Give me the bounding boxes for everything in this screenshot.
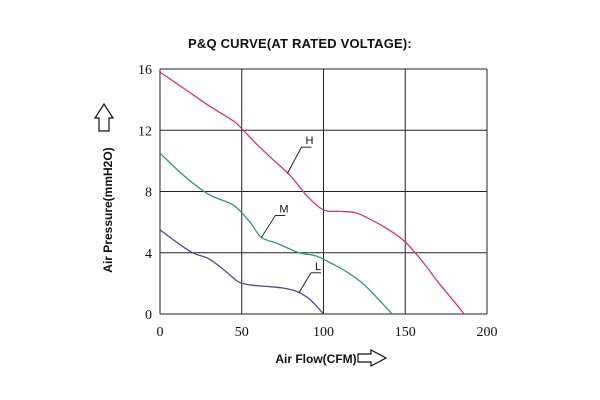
series-line-h [159,71,465,315]
x-tick-label-50: 50 [235,325,249,340]
x-tick-label-100: 100 [313,325,334,340]
x-tick-label-0: 0 [157,325,164,340]
y-axis-title-group: Air Pressure(mmH2O) [93,102,115,273]
series-labels: H M L [260,135,321,294]
arrow-up-outline-icon [93,102,115,132]
x-axis-title-group: Air Flow(CFM) [275,349,388,367]
series-lines [159,71,465,315]
leader-line-m [260,215,276,238]
leader-line-h [287,146,302,174]
arrow-right-outline-icon [357,349,388,367]
y-tick-label-12: 12 [138,124,152,139]
y-axis-title: Air Pressure(mmH2O) [101,147,115,272]
series-line-l [159,229,324,315]
grid-lines [159,68,488,315]
series-label-h: H [306,135,314,147]
chart-title: P&Q CURVE(AT RATED VOLTAGE): [188,36,412,51]
series-line-m [159,152,393,315]
tick-labels: 0 50 100 150 200 0 4 8 12 16 [138,63,498,340]
x-tick-label-150: 150 [395,325,416,340]
y-tick-label-8: 8 [145,186,152,201]
series-label-l: L [315,261,321,273]
leader-line-l [298,272,312,294]
x-tick-label-200: 200 [477,325,498,340]
x-axis-title: Air Flow(CFM) [275,352,356,366]
y-tick-label-0: 0 [145,308,152,323]
y-tick-label-4: 4 [145,247,152,262]
series-label-m: M [279,203,288,215]
y-tick-label-16: 16 [138,63,152,78]
